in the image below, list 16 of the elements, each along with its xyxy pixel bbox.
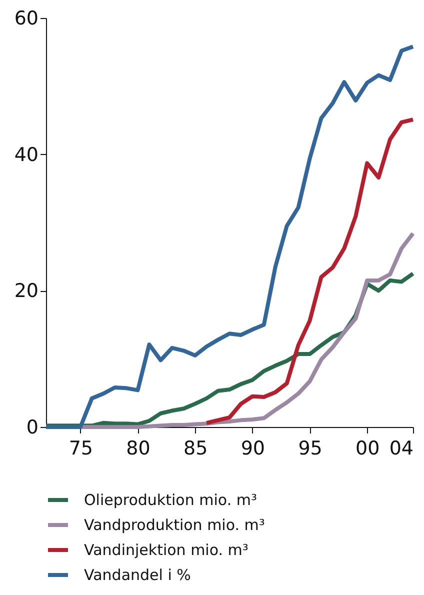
legend-label: Vandinjektion mio. m³ bbox=[84, 541, 248, 559]
y-tick-label: 60 bbox=[14, 8, 38, 30]
y-tick-label: 40 bbox=[14, 144, 38, 166]
x-tick-label: 80 bbox=[126, 438, 150, 460]
x-tick-label: 04 bbox=[389, 438, 414, 460]
legend-label: Vandproduktion mio. m³ bbox=[84, 516, 265, 534]
x-tick-label: 85 bbox=[184, 438, 208, 460]
line-series bbox=[204, 118, 415, 425]
x-tick-label: 90 bbox=[240, 438, 266, 460]
legend-label: Olieproduktion mio. m³ bbox=[84, 491, 257, 509]
y-tick-label: 20 bbox=[14, 280, 38, 302]
legend-label: Vandandel i % bbox=[84, 566, 191, 584]
x-tick-label: 75 bbox=[68, 438, 93, 460]
y-tick-label: 0 bbox=[26, 416, 38, 438]
x-tick-label: 00 bbox=[356, 438, 380, 460]
x-tick-label: 95 bbox=[298, 438, 322, 460]
